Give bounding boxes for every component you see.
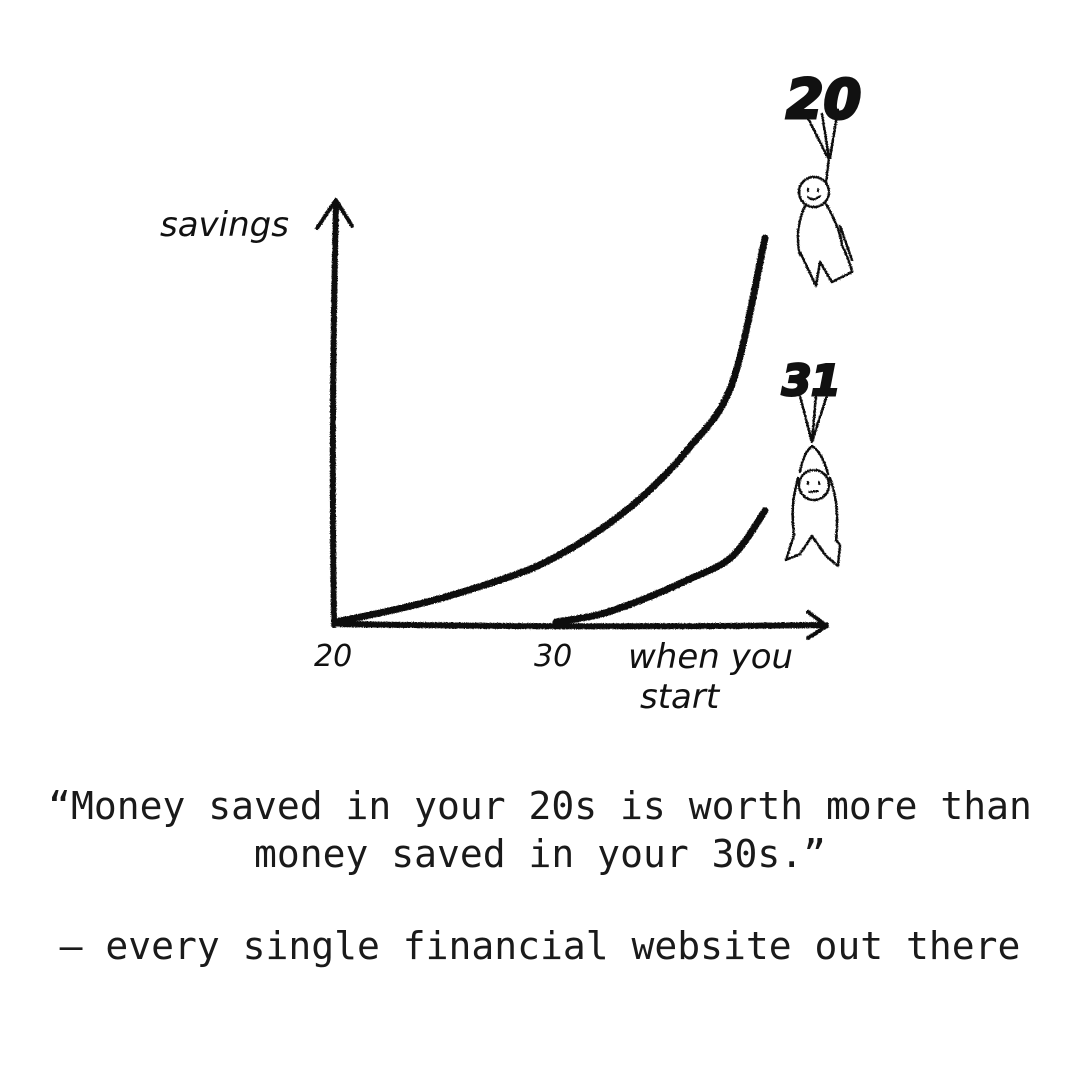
series-line-30	[552, 507, 769, 626]
x-axis	[331, 621, 829, 630]
y-axis-arrowhead	[315, 198, 354, 230]
savings-chart: savings 20 30 when you start 20 31	[160, 67, 863, 718]
stick-figure-31-icon	[784, 390, 842, 568]
x-tick-label-30: 30	[534, 639, 572, 674]
x-axis-label-line1: when you	[628, 637, 793, 677]
balloon-31-label: 31	[782, 356, 840, 405]
attribution: — every single financial website out the…	[59, 924, 1021, 968]
quote-line-2: money saved in your 30s.”	[254, 832, 826, 876]
x-axis-arrowhead	[806, 610, 829, 640]
x-tick-labels: 20 30	[314, 639, 572, 674]
balloon-31-icon: 31	[781, 355, 842, 407]
y-axis-label: savings	[160, 205, 289, 245]
quote: “Money saved in your 20s is worth more t…	[0, 782, 1080, 878]
quote-line-1: “Money saved in your 20s is worth more t…	[48, 784, 1032, 828]
series-layer	[332, 234, 769, 626]
x-tick-label-20: 20	[314, 639, 352, 674]
balloon-20-label: 20	[786, 68, 861, 131]
series-line-20	[332, 234, 769, 626]
balloon-20-icon: 20	[785, 67, 863, 133]
x-axis-label-line2: start	[640, 677, 721, 717]
stick-figure-20-icon	[796, 108, 854, 288]
y-axis	[329, 202, 339, 628]
